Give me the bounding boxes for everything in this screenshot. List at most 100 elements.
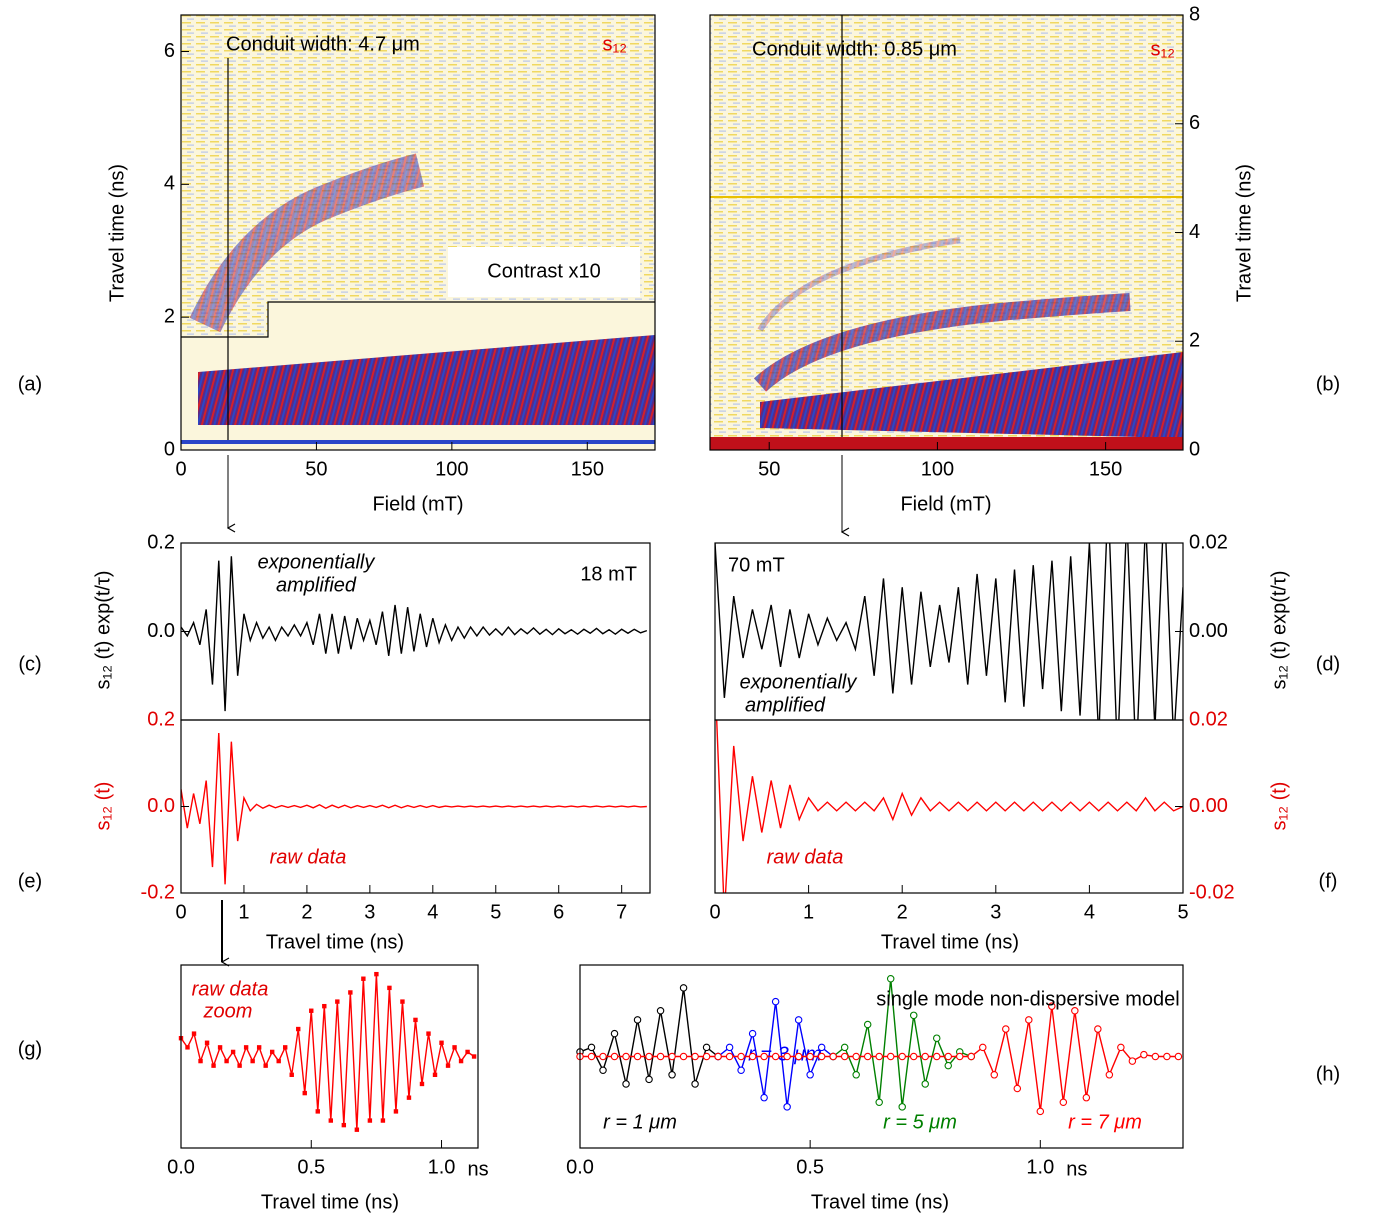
y-axis-label: s₁₂ (t) xyxy=(1268,782,1290,831)
marker xyxy=(725,1052,734,1061)
marker xyxy=(322,1003,327,1009)
x-tick-label: 50 xyxy=(758,458,780,480)
marker xyxy=(691,1080,699,1088)
marker xyxy=(250,1058,255,1064)
marker xyxy=(387,985,392,991)
x-tick-label: 3 xyxy=(990,901,1001,923)
marker xyxy=(269,1049,275,1055)
annotation: 70 mT xyxy=(728,554,785,576)
marker xyxy=(367,1118,373,1123)
marker xyxy=(400,999,405,1004)
x-tick-label: 1 xyxy=(803,901,814,923)
x-tick-label: 0.0 xyxy=(566,1156,594,1178)
marker xyxy=(909,1052,918,1061)
marker xyxy=(944,1052,952,1061)
marker xyxy=(458,1058,464,1064)
plot-frame xyxy=(579,964,1184,1149)
marker xyxy=(599,1052,607,1061)
annotation: Contrast x10 xyxy=(487,260,600,282)
panel-label: (e) xyxy=(18,870,42,892)
x-tick-label: 2 xyxy=(301,901,312,923)
marker xyxy=(886,1052,895,1061)
y-tick-label: -0.02 xyxy=(1189,881,1235,903)
y-tick-label: 0.2 xyxy=(147,708,175,730)
marker xyxy=(1071,1006,1079,1015)
marker xyxy=(633,1016,642,1024)
marker xyxy=(302,1090,307,1096)
x-axis-label: Travel time (ns) xyxy=(266,931,404,953)
marker xyxy=(230,1049,236,1055)
marker xyxy=(656,1052,665,1061)
chart: 0.2 0.0 s₁₂ (t) exp(t/τ) exponentiallyampli… xyxy=(18,531,651,721)
annotation: amplified xyxy=(745,694,826,716)
marker xyxy=(691,1052,699,1061)
marker xyxy=(737,1066,745,1074)
y-tick-label: 0.00 xyxy=(1189,795,1228,817)
series-line xyxy=(716,720,1183,893)
marker xyxy=(263,1063,268,1068)
panel-label: (f) xyxy=(1319,870,1338,892)
marker xyxy=(806,1052,814,1061)
marker xyxy=(944,1061,952,1070)
y-tick-label: 4 xyxy=(164,173,175,195)
y-axis-label: s₁₂ (t) xyxy=(92,782,114,831)
marker xyxy=(863,1052,872,1061)
marker xyxy=(771,997,780,1006)
marker xyxy=(445,1063,451,1068)
annotation: s₁₂ xyxy=(1150,38,1175,60)
x-axis-label: Field (mT) xyxy=(372,493,463,515)
marker xyxy=(668,1071,676,1079)
series-line xyxy=(715,543,1183,720)
marker xyxy=(256,1045,262,1050)
chart: r = 1 μmr = 3 μmr = 5 μmr = 7 μm0.00.51.… xyxy=(566,964,1340,1213)
y-axis-label: s₁₂ (t) exp(t/τ) xyxy=(1268,570,1290,689)
annotation: Conduit width: 4.7 μm xyxy=(226,33,420,55)
x-tick-label: 100 xyxy=(435,458,468,480)
x-axis-label: Travel time (ns) xyxy=(261,1191,399,1213)
y-tick-label: 0 xyxy=(164,438,175,460)
marker xyxy=(737,1052,745,1061)
annotation: exponentially xyxy=(258,551,376,573)
series-line xyxy=(181,556,648,712)
annotation: Conduit width: 0.85 μm xyxy=(752,38,957,60)
x-tick-label: 5 xyxy=(490,901,501,923)
marker xyxy=(622,1080,630,1088)
x-tick-label: 150 xyxy=(571,458,604,480)
marker xyxy=(374,971,379,977)
marker xyxy=(1059,1098,1068,1107)
y-axis-label: s₁₂ (t) exp(t/τ) xyxy=(92,570,114,689)
y-tick-label: 0.02 xyxy=(1189,708,1228,730)
marker xyxy=(237,1063,242,1068)
series-label: r = 5 μm xyxy=(883,1111,957,1133)
marker xyxy=(1013,1084,1022,1093)
marker xyxy=(645,1052,653,1061)
x-tick-label: 4 xyxy=(427,901,438,923)
plot-frame xyxy=(180,14,656,451)
marker xyxy=(296,1026,301,1032)
marker xyxy=(452,1045,457,1050)
x-unit: ns xyxy=(468,1158,489,1180)
marker xyxy=(361,976,366,981)
panel-label: (g) xyxy=(18,1038,42,1060)
x-tick-label: 150 xyxy=(1089,458,1122,480)
marker xyxy=(875,1098,883,1107)
x-axis-label: Travel time (ns) xyxy=(881,931,1019,953)
y-tick-label: 8 xyxy=(1189,3,1200,25)
marker xyxy=(1174,1052,1183,1061)
x-tick-label: 0 xyxy=(709,901,720,923)
annotation: raw data xyxy=(270,846,347,868)
marker xyxy=(794,1052,803,1061)
series-label: r = 7 μm xyxy=(1068,1111,1142,1133)
marker xyxy=(204,1040,210,1045)
x-tick-label: 0.5 xyxy=(796,1156,824,1178)
marker xyxy=(990,1071,999,1079)
annotation: 18 mT xyxy=(580,563,637,585)
marker xyxy=(1105,1071,1114,1079)
chart: 50 100 150 0 2 4 6 8 Travel time (ns) Field (mT) C… xyxy=(709,3,1340,515)
marker xyxy=(341,1122,347,1128)
marker xyxy=(714,1052,722,1061)
x-tick-label: 0 xyxy=(175,458,186,480)
marker xyxy=(283,1045,288,1050)
series-label: r = 1 μm xyxy=(603,1111,677,1133)
plot-frame xyxy=(180,964,479,1149)
